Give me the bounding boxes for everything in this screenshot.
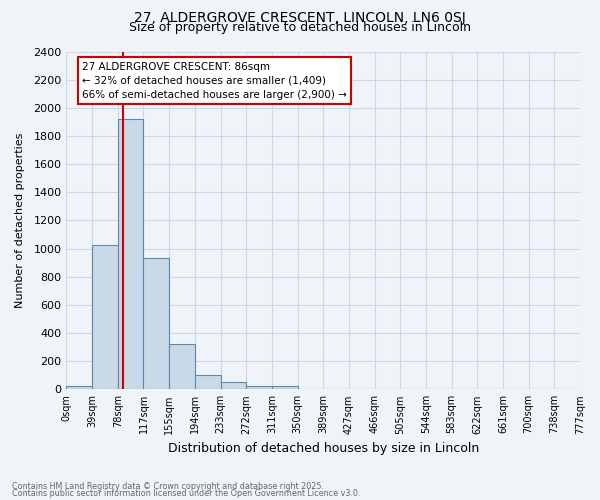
Text: Contains HM Land Registry data © Crown copyright and database right 2025.: Contains HM Land Registry data © Crown c… (12, 482, 324, 491)
Bar (143, 258, 169, 390)
Text: Size of property relative to detached houses in Lincoln: Size of property relative to detached ho… (129, 22, 471, 35)
Bar (221, 382, 246, 390)
Bar (67, 386, 92, 390)
Bar (169, 344, 195, 390)
Text: 27 ALDERGROVE CRESCENT: 86sqm
← 32% of detached houses are smaller (1,409)
66% o: 27 ALDERGROVE CRESCENT: 86sqm ← 32% of d… (82, 62, 347, 100)
Bar (118, 119, 143, 390)
Text: 27, ALDERGROVE CRESCENT, LINCOLN, LN6 0SJ: 27, ALDERGROVE CRESCENT, LINCOLN, LN6 0S… (134, 11, 466, 25)
Bar (246, 386, 272, 390)
Text: Contains public sector information licensed under the Open Government Licence v3: Contains public sector information licen… (12, 489, 361, 498)
X-axis label: Distribution of detached houses by size in Lincoln: Distribution of detached houses by size … (167, 442, 479, 455)
Y-axis label: Number of detached properties: Number of detached properties (15, 132, 25, 308)
Bar (92, 245, 118, 390)
Bar (272, 386, 298, 390)
Bar (195, 374, 221, 390)
